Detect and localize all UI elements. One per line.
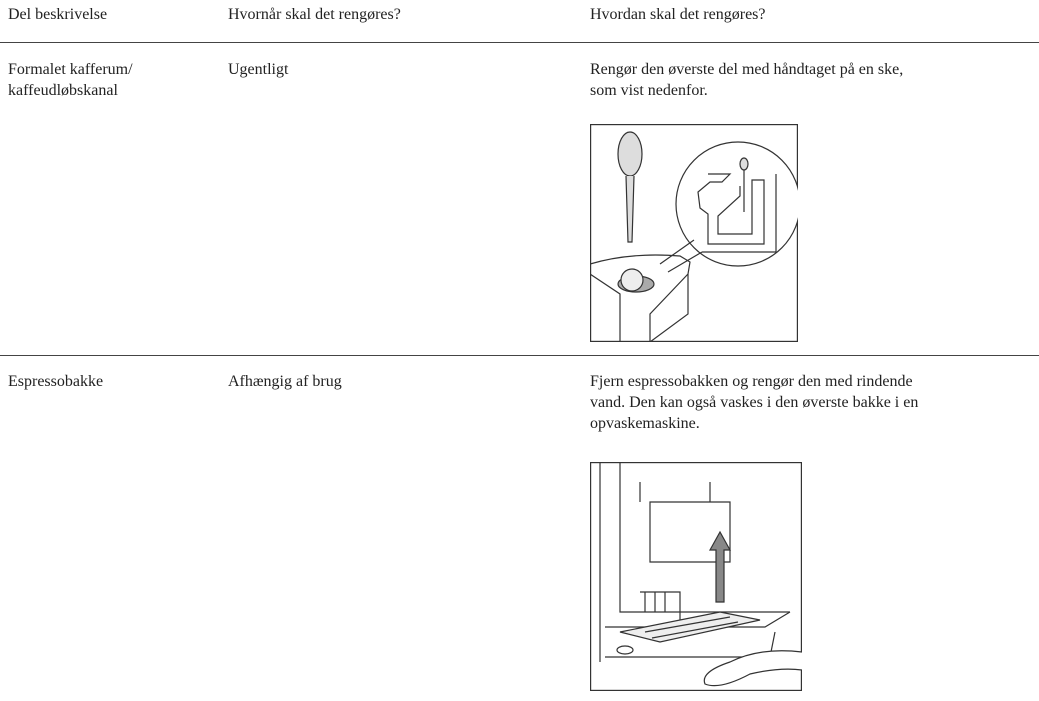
cell-line: Rengør den øverste del med håndtaget på … — [590, 61, 904, 78]
cell-line: vand. Den kan også vaskes i den øverste … — [590, 394, 919, 411]
row-cell: Formalet kafferum/kaffeudløbskanal — [8, 59, 133, 101]
header-cell: Hvornår skal det rengøres? — [228, 6, 401, 23]
header-cell: Del beskrivelse — [8, 6, 108, 23]
row-cell: Ugentligt — [228, 59, 288, 80]
cell-line: kaffeudløbskanal — [8, 82, 118, 99]
illustration-tray — [590, 462, 802, 691]
cell-line: Afhængig af brug — [228, 373, 342, 390]
cell-line: Fjern espressobakken og rengør den med r… — [590, 373, 913, 390]
row-cell: Fjern espressobakken og rengør den med r… — [590, 371, 918, 434]
row-cell: Rengør den øverste del med håndtaget på … — [590, 59, 903, 101]
row-rule — [0, 355, 1039, 356]
illustration-spoon — [590, 124, 798, 342]
cell-line: Ugentligt — [228, 61, 289, 78]
header-rule — [0, 42, 1039, 43]
cell-line: opvaskemaskine. — [590, 415, 700, 432]
cell-line: som vist nedenfor. — [590, 82, 708, 99]
header-cell: Hvordan skal det rengøres? — [590, 6, 766, 23]
cell-line: Espressobakke — [8, 373, 104, 390]
cell-line: Formalet kafferum/ — [8, 61, 133, 78]
row-cell: Afhængig af brug — [228, 371, 342, 392]
row-cell: Espressobakke — [8, 371, 103, 392]
